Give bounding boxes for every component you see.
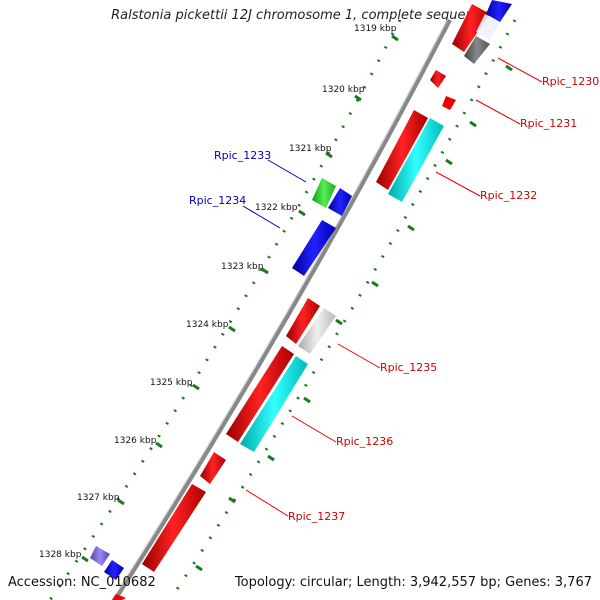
gene-label[interactable]: Rpic_1234 <box>189 194 246 207</box>
callout-line <box>497 57 543 83</box>
gene-label[interactable]: Rpic_1230 <box>542 75 599 88</box>
scale-tick <box>195 564 203 572</box>
gene-rpic-1235-grey[interactable] <box>298 308 336 354</box>
scale-tick <box>335 318 343 326</box>
scale-label: 1321 kbp <box>289 144 332 154</box>
scale-tick <box>391 34 399 42</box>
scale-tick <box>228 325 236 333</box>
gene-label[interactable]: Rpic_1233 <box>214 149 271 162</box>
gene-rpic-1230-grey[interactable] <box>464 36 490 64</box>
topology-summary-text: Topology: circular; Length: 3,942,557 bp… <box>234 575 592 590</box>
gene-bottom-red[interactable] <box>112 594 126 600</box>
scale-tick <box>298 209 306 217</box>
callout-line <box>337 343 381 369</box>
gene-bottom-purple[interactable] <box>90 546 110 566</box>
scale-label: 1324 kbp <box>186 320 229 330</box>
gene-rpic-1233[interactable] <box>312 178 336 208</box>
scale-tick <box>228 496 236 504</box>
gene-rpic-1234[interactable] <box>292 220 336 276</box>
scale-label: 1319 kbp <box>354 24 397 34</box>
scale-label: 1320 kbp <box>322 85 365 95</box>
gene-rpic-1229-arrow[interactable] <box>452 4 490 52</box>
callout-line <box>242 205 281 229</box>
gene-rpic-1230[interactable] <box>430 70 446 88</box>
scale-label: 1327 kbp <box>77 493 120 503</box>
scale-tick <box>303 396 311 404</box>
scale-tick <box>81 555 89 563</box>
chromosome-backbone-highlight <box>111 19 448 600</box>
gene-rpic-1232-cyan[interactable] <box>388 118 444 202</box>
gene-label[interactable]: Rpic_1237 <box>288 510 345 523</box>
gene-label[interactable]: Rpic_1231 <box>520 117 577 130</box>
scale-tick <box>325 151 333 159</box>
scale-tick <box>407 224 415 232</box>
scale-tick <box>117 498 125 506</box>
gene-bottom-blue[interactable] <box>104 560 124 580</box>
gene-label[interactable]: Rpic_1235 <box>380 361 437 374</box>
reverse-strand-genes <box>112 0 512 600</box>
gene-rpic-1236[interactable] <box>226 346 294 442</box>
callout-line <box>475 99 521 125</box>
callout-line <box>435 171 481 197</box>
scale-tick <box>371 280 379 288</box>
scale-tick <box>354 94 362 102</box>
gene-rpic-1235[interactable] <box>286 298 320 344</box>
gene-label[interactable]: Rpic_1232 <box>480 189 537 202</box>
scale-tick <box>261 267 269 275</box>
scale-tick <box>445 158 453 166</box>
gene-rpic-1236-cyan[interactable] <box>240 356 308 452</box>
callout-lines <box>242 57 543 517</box>
scale-label: 1322 kbp <box>255 203 298 213</box>
map-title: Ralstonia pickettii 12J chromosome 1, co… <box>111 8 489 23</box>
gene-rpic-1229-white[interactable] <box>476 14 500 40</box>
scale-tick <box>192 383 200 391</box>
gene-rpic-1237[interactable] <box>142 484 206 572</box>
scale-labels: 1319 kbp 1320 kbp 1321 kbp 1322 kbp 1323… <box>39 24 397 560</box>
callout-line <box>245 489 289 517</box>
gene-rpic-1229-blue[interactable] <box>486 0 512 22</box>
scale-label: 1325 kbp <box>150 378 193 388</box>
callout-line <box>291 415 337 443</box>
outer-dotted-ring <box>48 19 402 600</box>
scale-ticks <box>81 34 513 572</box>
gene-rpic-1237-small[interactable] <box>200 452 226 484</box>
gene-label[interactable]: Rpic_1236 <box>336 435 393 448</box>
callout-line <box>267 159 307 183</box>
accession-text: Accession: NC_010682 <box>8 575 156 590</box>
scale-tick <box>505 64 513 72</box>
chromosome-backbone <box>113 19 452 600</box>
scale-label: 1328 kbp <box>39 550 82 560</box>
scale-tick <box>267 454 275 462</box>
gene-rpic-1232[interactable] <box>376 110 428 190</box>
gene-labels: Rpic_1230 Rpic_1231 Rpic_1232 Rpic_1233 … <box>189 75 599 523</box>
scale-label: 1326 kbp <box>114 436 157 446</box>
scale-label: 1323 kbp <box>221 262 264 272</box>
scale-tick <box>469 120 477 128</box>
gene-rpic-1233-blue[interactable] <box>328 188 352 216</box>
gene-rpic-1231[interactable] <box>442 96 456 110</box>
scale-tick <box>155 441 163 449</box>
forward-strand-genes <box>90 178 352 580</box>
